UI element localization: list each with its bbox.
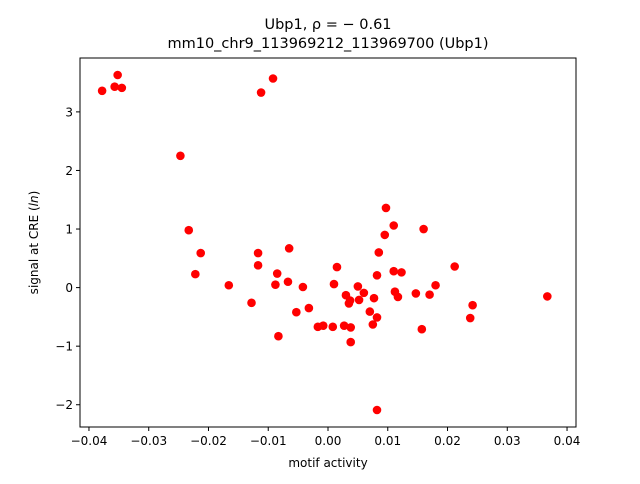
data-point: [113, 70, 122, 80]
data-point: [292, 307, 301, 317]
data-point: [328, 322, 338, 332]
y-tick-label: 3: [65, 105, 73, 119]
data-point: [368, 320, 378, 329]
y-axis-label: signal at CRE (ln): [27, 191, 41, 295]
x-tick-label: −0.01: [250, 434, 287, 448]
data-point: [365, 307, 375, 316]
data-point: [354, 295, 364, 305]
data-point: [332, 262, 342, 272]
data-point: [353, 282, 363, 291]
data-point: [176, 151, 185, 161]
data-point: [117, 83, 127, 93]
data-point: [397, 268, 406, 277]
x-tick-label: −0.03: [130, 434, 167, 448]
chart-title-line2: mm10_chr9_113969212_113969700 (Ubp1): [167, 36, 488, 52]
x-tick-label: 0.00: [315, 434, 342, 448]
data-point: [339, 321, 349, 330]
x-tick-label: 0.02: [434, 434, 461, 448]
data-point: [450, 262, 459, 271]
data-point: [256, 88, 266, 97]
data-point: [272, 269, 282, 278]
x-tick-label: 0.01: [374, 434, 401, 448]
data-point: [318, 321, 328, 330]
data-point: [374, 248, 384, 257]
data-point: [389, 266, 399, 276]
data-point: [411, 289, 421, 298]
data-point: [372, 313, 382, 322]
x-axis-label: motif activity: [288, 456, 367, 470]
data-point: [274, 331, 283, 341]
data-point: [329, 279, 339, 289]
x-tick-label: 0.03: [494, 434, 521, 448]
data-point: [184, 225, 194, 235]
data-point: [380, 230, 390, 240]
y-axis: −2 −1 0 1 2 3: [55, 105, 80, 412]
x-tick-label: 0.04: [554, 434, 581, 448]
y-tick-label: −1: [55, 340, 73, 354]
data-point: [372, 271, 382, 280]
data-point: [393, 292, 403, 302]
data-point: [389, 221, 399, 230]
data-point: [468, 300, 477, 310]
y-tick-label: 1: [65, 223, 73, 237]
data-point: [345, 296, 355, 305]
data-point: [543, 292, 552, 301]
y-tick-label: −2: [55, 398, 73, 412]
x-axis: −0.04 −0.03 −0.02 −0.01 0.00 0.01 0.02 0.03 0.04: [71, 427, 581, 448]
data-point: [284, 244, 294, 253]
data-point: [224, 280, 234, 290]
data-point: [97, 86, 107, 96]
x-tick-label: −0.02: [190, 434, 227, 448]
data-point: [268, 74, 278, 83]
data-point: [372, 405, 382, 415]
points-layer: [97, 70, 552, 415]
data-point: [381, 203, 391, 213]
chart-title-line1: Ubp1, ρ = − 0.61: [264, 17, 391, 33]
data-point: [304, 303, 314, 313]
data-point: [110, 82, 119, 91]
data-point: [425, 290, 434, 299]
x-tick-label: −0.04: [71, 434, 108, 448]
data-point: [431, 280, 440, 290]
data-point: [465, 313, 475, 323]
data-point: [346, 323, 356, 332]
data-point: [346, 337, 356, 347]
y-tick-label: 2: [65, 164, 73, 178]
data-point: [419, 224, 428, 234]
data-point: [271, 280, 280, 289]
data-point: [196, 248, 206, 258]
data-point: [247, 298, 256, 308]
data-point: [253, 248, 263, 258]
data-point: [191, 269, 200, 279]
data-point: [417, 324, 427, 334]
data-point: [369, 293, 379, 303]
y-tick-label: 0: [65, 281, 73, 295]
data-point: [298, 282, 308, 292]
data-point: [359, 288, 369, 298]
data-point: [253, 261, 263, 270]
data-point: [283, 277, 293, 287]
